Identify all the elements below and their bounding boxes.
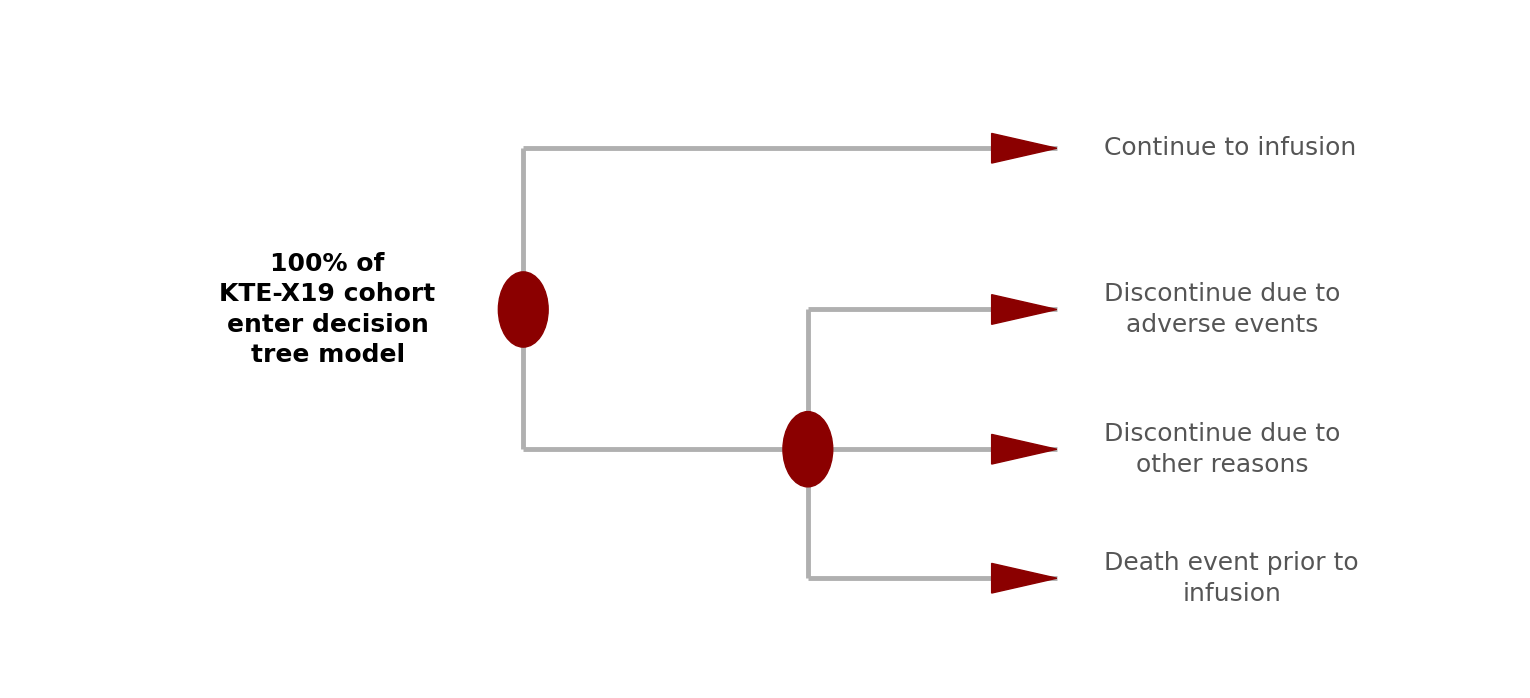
Text: Death event prior to
infusion: Death event prior to infusion (1105, 551, 1359, 606)
Polygon shape (991, 295, 1057, 325)
Text: 100% of
KTE-X19 cohort
enter decision
tree model: 100% of KTE-X19 cohort enter decision tr… (219, 251, 436, 367)
Text: Discontinue due to
adverse events: Discontinue due to adverse events (1105, 282, 1340, 337)
Text: Continue to infusion: Continue to infusion (1105, 136, 1357, 161)
Polygon shape (991, 133, 1057, 163)
Polygon shape (991, 563, 1057, 593)
Polygon shape (991, 434, 1057, 464)
Ellipse shape (783, 412, 832, 487)
Text: Discontinue due to
other reasons: Discontinue due to other reasons (1105, 422, 1340, 477)
Ellipse shape (499, 272, 548, 347)
